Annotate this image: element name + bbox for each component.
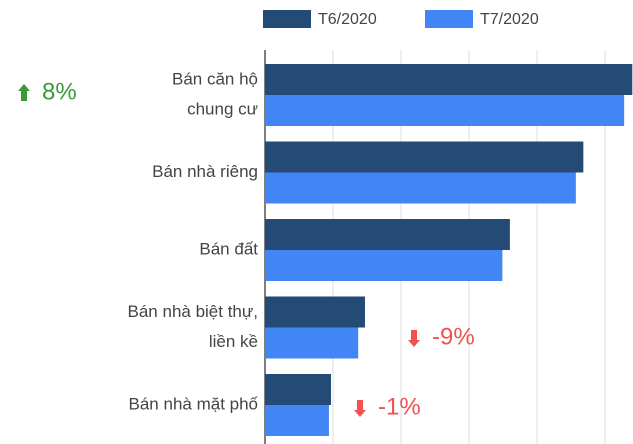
bar — [265, 374, 331, 405]
category-label: Bán căn hộ — [172, 69, 258, 88]
bar — [265, 64, 633, 95]
category-label: liền kề — [209, 332, 258, 351]
category-label: Bán nhà mặt phố — [129, 394, 259, 413]
annotation-arrow — [18, 84, 30, 101]
bar — [265, 219, 510, 250]
bar — [265, 141, 584, 173]
bar — [265, 405, 329, 436]
category-label: Bán nhà riêng — [152, 162, 258, 181]
annotation: -1% — [378, 393, 421, 420]
annotation-arrow — [354, 400, 366, 417]
legend-label: T6/2020 — [318, 11, 377, 28]
legend-swatch — [425, 10, 473, 28]
bar — [265, 296, 365, 328]
category-label: chung cư — [187, 99, 258, 118]
bar — [265, 250, 503, 281]
annotation: 8% — [42, 78, 77, 105]
legend-swatch — [263, 10, 311, 28]
annotation-arrow — [408, 330, 420, 347]
bar — [265, 172, 576, 204]
category-label: Bán nhà biệt thự, — [128, 302, 258, 321]
legend-label: T7/2020 — [480, 11, 539, 28]
category-label: Bán đất — [199, 239, 258, 258]
bar — [265, 327, 359, 359]
bar — [265, 95, 625, 126]
annotation: -9% — [432, 323, 475, 350]
